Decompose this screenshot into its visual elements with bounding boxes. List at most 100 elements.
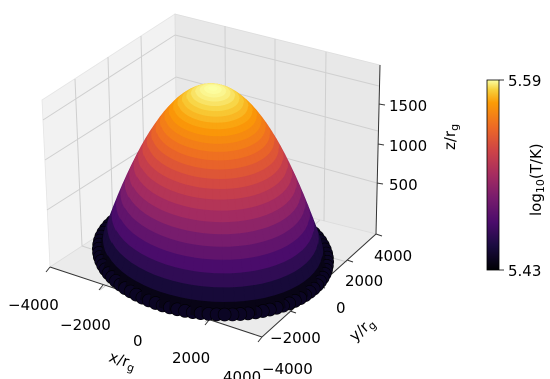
surface-patch-1549	[205, 188, 214, 201]
surface-patch-1657	[212, 287, 225, 303]
surface-patch-1617	[212, 233, 223, 248]
z-tick-label-2: 1500	[389, 97, 427, 115]
y-tick-label-0: 4000	[374, 247, 412, 265]
surface-patch-1462	[217, 151, 225, 162]
z-tick-label-0: 500	[389, 176, 418, 194]
surface-patch-1645	[180, 283, 193, 301]
surface-patch-1064	[212, 94, 215, 99]
surface-patch-1624	[183, 255, 195, 272]
surface-patch-1585	[204, 209, 214, 223]
surface-patch-1611	[184, 242, 196, 259]
surface-patch-1616	[221, 234, 232, 248]
y-tick-label-4: −4000	[262, 360, 313, 378]
surface-patch-1635	[181, 269, 194, 286]
surface-patch-1393	[203, 135, 209, 144]
surface-patch-1626	[230, 245, 242, 261]
surface-patch-1582	[177, 228, 188, 244]
surface-patch-1536	[212, 178, 221, 190]
surface-patch-1487	[212, 160, 220, 171]
surface-patch-1633	[192, 257, 204, 273]
surface-patch-1559	[197, 197, 206, 211]
surface-patch-1228	[212, 105, 216, 112]
surface-patch-1600	[228, 221, 239, 235]
x-tick-label-3: 2000	[172, 349, 210, 367]
surface-patch-1640	[222, 259, 233, 275]
surface-patch-1480	[200, 159, 208, 170]
surface-patch-1342	[216, 122, 222, 130]
surface-patch-1604	[220, 221, 231, 235]
surface-patch-1595	[175, 240, 187, 257]
surface-patch-1649	[212, 273, 224, 289]
surface-patch-1646	[232, 272, 244, 288]
surface-patch-1631	[170, 280, 183, 299]
surface-patch-1550	[189, 196, 199, 210]
colorbar: 5.59 5.43 log10(T/K)	[486, 72, 547, 280]
surface-patch-1222	[210, 105, 214, 112]
surface-patch-1541	[198, 187, 207, 200]
surface-patch-1652	[191, 284, 203, 302]
surface-patch-1433	[207, 143, 214, 153]
surface-patch-1592	[236, 220, 247, 235]
surface-patch-1482	[223, 159, 232, 170]
surface-patch-1570	[204, 198, 214, 212]
colorbar-strip	[486, 79, 500, 271]
surface-patch-1567	[188, 207, 198, 221]
surface-patch-1510	[218, 169, 227, 180]
surface-patch-1340	[208, 122, 214, 130]
surface-patch-1643	[252, 283, 266, 301]
surface-patch-1507	[206, 168, 214, 180]
surface-patch-1654	[233, 286, 246, 303]
surface-patch-1333	[204, 121, 210, 130]
surface-patch-1619	[239, 244, 251, 260]
surface-patch-1178	[212, 101, 216, 107]
surface-patch-1268	[212, 111, 217, 118]
y-axis-label: y/rg	[346, 313, 380, 346]
y-tick-label-1: 2000	[345, 272, 383, 290]
surface-patch-1644	[191, 270, 204, 287]
colorbar-min-label: 5.43	[508, 262, 541, 280]
plot-area	[92, 83, 335, 322]
surface-patch-1408	[216, 136, 223, 145]
surface-patch-1483	[206, 159, 214, 170]
surface-patch-1509	[192, 176, 201, 189]
surface-patch-1583	[187, 218, 197, 233]
x-tick-label-1: −2000	[60, 316, 111, 334]
surface-patch-1620	[172, 266, 184, 284]
surface-patch-1573	[212, 199, 222, 212]
surface-patch-1648	[222, 273, 234, 289]
surface-patch-1597	[185, 230, 197, 246]
surface-patch-1615	[203, 233, 214, 248]
surface-patch-1642	[241, 271, 254, 288]
surface-patch-1636	[231, 258, 243, 274]
surface-patch-1410	[212, 136, 219, 145]
surface-patch-1655	[201, 286, 214, 303]
surface-patch-1371	[208, 128, 214, 137]
surface-patch-1579	[196, 208, 206, 222]
surface-patch-1593	[195, 220, 206, 234]
surface-patch-1637	[202, 258, 214, 274]
surface-patch-1506	[224, 168, 233, 180]
surface-patch-1569	[178, 216, 190, 232]
y-tick-label-3: −2000	[270, 329, 321, 347]
surface-patch-1587	[220, 210, 230, 223]
surface-patch-1526	[225, 178, 234, 190]
x-tick-label-4: 4000	[223, 368, 261, 379]
x-axis-label: x/rg	[106, 348, 138, 375]
surface-patch-1568	[227, 198, 237, 212]
y-tick-label-2: 0	[336, 299, 346, 317]
x-tick-label-0: −4000	[8, 296, 59, 314]
surface-patch-1584	[227, 209, 238, 223]
x-tick-label-2: 0	[133, 332, 143, 350]
z-tick-label-1: 1000	[389, 137, 427, 155]
surface-patch-1632	[240, 257, 252, 274]
surface-patch-1627	[203, 245, 214, 261]
surface-patch-1486	[218, 160, 226, 171]
surface-patch-1435	[217, 143, 224, 153]
z-axis-label: z/rg	[441, 124, 461, 150]
colorbar-max-label: 5.59	[508, 72, 541, 90]
surface-patch-1554	[219, 188, 228, 201]
surface-patch-1436	[212, 143, 219, 153]
surface-patch-1621	[193, 244, 205, 260]
surface-patch-1651	[243, 285, 256, 302]
